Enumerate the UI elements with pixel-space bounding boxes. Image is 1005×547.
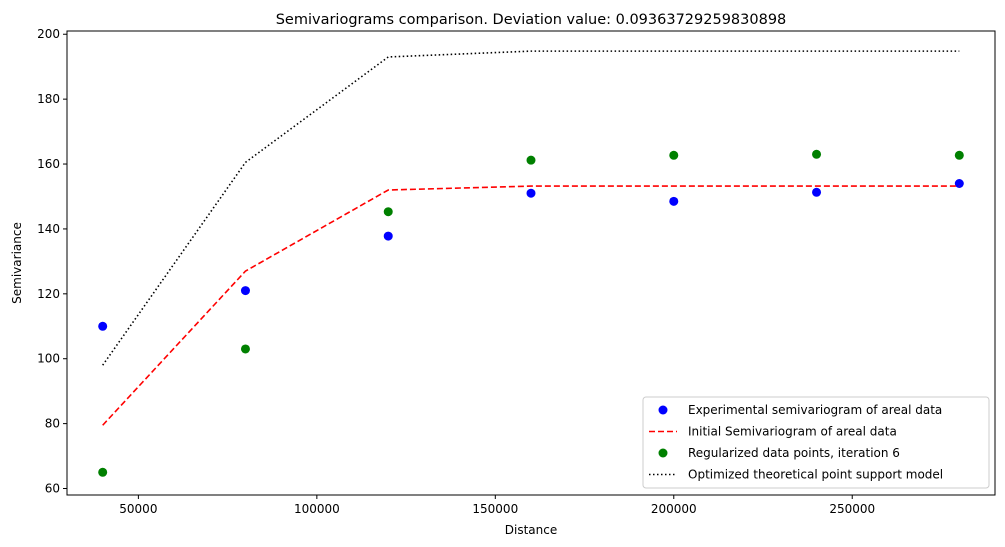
data-point: [954, 179, 964, 189]
x-tick-label: 200000: [651, 502, 697, 516]
legend: Experimental semivariogram of areal data…: [642, 396, 990, 489]
x-axis-label: Distance: [505, 523, 557, 537]
y-tick-label: 80: [45, 417, 60, 431]
series-line: [102, 50, 960, 366]
x-tick-label: 250000: [829, 502, 875, 516]
data-point: [383, 207, 393, 217]
data-point: [526, 188, 536, 198]
chart-title: Semivariograms comparison. Deviation val…: [276, 12, 787, 28]
data-point: [240, 344, 250, 354]
data-point: [812, 149, 822, 159]
data-point: [98, 321, 108, 331]
series-line: [102, 185, 960, 426]
x-tick-label: 150000: [472, 502, 518, 516]
legend-marker: [658, 448, 668, 458]
y-axis-label: Semivariance: [10, 222, 24, 304]
data-point: [383, 231, 393, 241]
data-point: [669, 150, 679, 160]
axes-frame: [66, 30, 996, 496]
y-tick-label: 120: [37, 287, 60, 301]
y-tick-label: 60: [45, 482, 60, 496]
y-tick-label: 160: [37, 157, 60, 171]
data-point: [954, 150, 964, 160]
legend-label: Regularized data points, iteration 6: [688, 446, 900, 460]
legend-marker: [658, 405, 668, 415]
legend-label: Initial Semivariogram of areal data: [688, 425, 897, 439]
legend-box: [642, 396, 990, 489]
y-tick-label: 140: [37, 222, 60, 236]
data-point: [240, 286, 250, 296]
data-point: [526, 155, 536, 165]
y-tick-label: 200: [37, 27, 60, 41]
legend-label: Experimental semivariogram of areal data: [688, 403, 942, 417]
data-point: [669, 196, 679, 206]
x-tick-label: 50000: [119, 502, 157, 516]
legend-label: Optimized theoretical point support mode…: [688, 468, 943, 482]
x-tick-label: 100000: [294, 502, 340, 516]
y-tick-label: 100: [37, 352, 60, 366]
plot-area: 50000 100000 150000 200000 250000 60 80 100 120 1…: [37, 27, 996, 516]
data-point: [98, 467, 108, 477]
y-tick-label: 180: [37, 92, 60, 106]
data-point: [812, 187, 822, 197]
